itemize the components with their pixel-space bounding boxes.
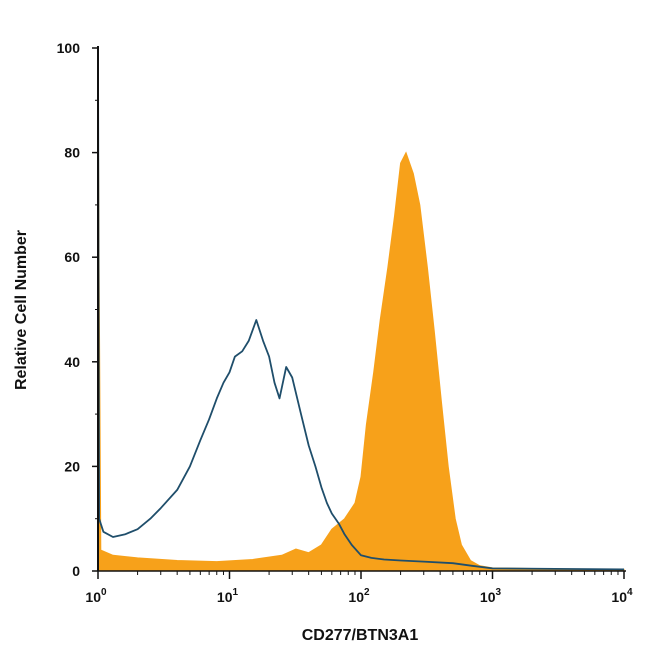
x-tick-label: 101 xyxy=(217,587,239,605)
x-tick-label: 104 xyxy=(611,587,633,605)
y-tick-label: 60 xyxy=(64,249,80,265)
y-tick-label: 80 xyxy=(64,145,80,161)
x-tick-label: 102 xyxy=(348,587,370,605)
x-tick-label: 100 xyxy=(85,587,107,605)
y-tick-label: 100 xyxy=(57,40,81,56)
histogram-filled-series xyxy=(98,48,624,571)
y-axis-title: Relative Cell Number xyxy=(13,230,30,390)
x-tick-label: 103 xyxy=(480,587,502,605)
y-tick-label: 20 xyxy=(64,458,80,474)
y-tick-label: 40 xyxy=(64,354,80,370)
series-layer xyxy=(98,48,624,571)
y-tick-label: 0 xyxy=(72,563,80,579)
x-axis-title: CD277/BTN3A1 xyxy=(302,627,419,644)
